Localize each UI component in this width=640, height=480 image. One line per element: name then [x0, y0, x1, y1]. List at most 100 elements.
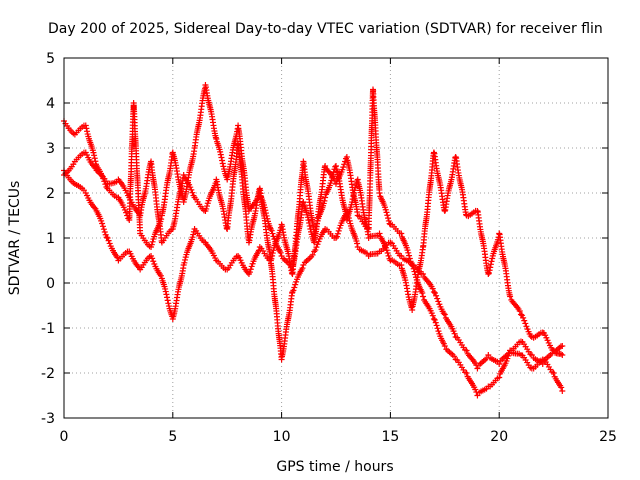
data-point [496, 361, 503, 367]
data-point-sample [313, 244, 320, 251]
data-point-sample [435, 298, 442, 305]
data-point-sample [189, 189, 196, 196]
data-point-sample [305, 217, 312, 224]
data-point-sample [165, 300, 172, 307]
data-point-sample [384, 212, 391, 219]
data-points [61, 82, 566, 399]
data-point-sample [91, 163, 98, 170]
data-point-sample [350, 190, 357, 197]
data-point-sample [333, 233, 340, 240]
y-tick-label: 0 [46, 276, 55, 292]
data-point-sample [91, 152, 98, 159]
data-point-sample [419, 290, 426, 297]
data-point-sample [523, 323, 530, 330]
data-point-sample [313, 220, 320, 227]
chart-title: Day 200 of 2025, Sidereal Day-to-day VTE… [48, 21, 603, 37]
data-point [430, 289, 437, 295]
data-point-sample [429, 312, 436, 319]
data-point-sample [450, 328, 457, 335]
data-point-sample [344, 209, 351, 216]
y-tick-label: 5 [46, 51, 55, 67]
data-point-sample [190, 231, 197, 238]
data-point-sample [123, 209, 130, 216]
data-point [559, 388, 566, 394]
data-point-sample [335, 227, 342, 234]
series-track-c [61, 167, 566, 372]
data-point-sample [162, 285, 169, 292]
data-point-sample [277, 249, 284, 256]
data-point-sample [404, 247, 411, 254]
data-point-sample [269, 230, 276, 237]
y-tick-label: 1 [46, 231, 55, 247]
data-point-sample [520, 314, 527, 321]
data-point-sample [384, 250, 391, 257]
data-point-sample [236, 254, 243, 261]
data-point-sample [354, 240, 361, 247]
y-tick-label: -3 [41, 411, 55, 427]
data-point-sample [345, 212, 352, 219]
data-point-sample [350, 193, 357, 200]
data-point-sample [385, 252, 392, 259]
data-point [463, 347, 470, 354]
data-point [430, 316, 437, 322]
data-point-sample [522, 320, 529, 327]
data-point-sample [114, 254, 121, 261]
data-point-sample [382, 206, 389, 213]
data-point-sample [91, 204, 98, 211]
data-point-sample [488, 258, 495, 265]
data-point-sample [246, 269, 253, 276]
data-point-sample [307, 226, 314, 233]
data-point-sample [432, 290, 439, 297]
data-point [376, 190, 383, 196]
data-point-sample [182, 256, 189, 263]
data-point-sample [428, 310, 435, 317]
data-point [507, 293, 514, 300]
data-point-sample [99, 223, 106, 230]
y-tick-label: -1 [41, 321, 55, 337]
data-point-sample [292, 281, 299, 288]
data-point-sample [103, 184, 110, 191]
data-point-sample [150, 258, 157, 265]
data-point-sample [383, 209, 390, 216]
data-point [420, 293, 427, 300]
data-point-sample [218, 154, 225, 161]
data-point-sample [544, 337, 551, 344]
data-point-sample [385, 217, 392, 224]
x-tick-label: 20 [490, 429, 508, 445]
data-point-sample [405, 249, 412, 256]
data-point [213, 136, 220, 142]
data-point-sample [157, 272, 164, 279]
data-point-sample [103, 234, 110, 241]
data-point [559, 352, 566, 358]
data-point-sample [558, 384, 565, 391]
x-tick-label: 0 [60, 429, 69, 445]
data-point-sample [164, 294, 171, 301]
data-point [474, 365, 481, 372]
data-point-sample [451, 330, 458, 337]
data-point-sample [345, 215, 352, 222]
data-point [343, 208, 350, 214]
data-point-sample [84, 128, 91, 135]
data-point-sample [269, 250, 276, 257]
data-point-sample [486, 267, 493, 274]
x-tick-label: 25 [599, 429, 617, 445]
data-point-sample [340, 164, 347, 171]
y-tick-label: 4 [46, 96, 55, 112]
data-point-sample [383, 247, 390, 254]
data-point-sample [516, 308, 523, 315]
data-point-sample [330, 168, 337, 175]
data-point [550, 370, 557, 376]
data-point [82, 122, 89, 129]
data-point-sample [105, 237, 112, 244]
data-point-sample [306, 223, 313, 230]
data-point-sample [346, 217, 353, 224]
data-point-sample [431, 316, 438, 323]
data-point-sample [100, 226, 107, 233]
data-point [496, 374, 503, 381]
data-point-sample [92, 158, 99, 165]
data-point-sample [290, 287, 297, 294]
y-axis-label: SDTVAR / TECUs [7, 181, 23, 296]
data-point-sample [99, 220, 106, 227]
data-point-sample [98, 217, 105, 224]
data-point-sample [217, 151, 224, 158]
